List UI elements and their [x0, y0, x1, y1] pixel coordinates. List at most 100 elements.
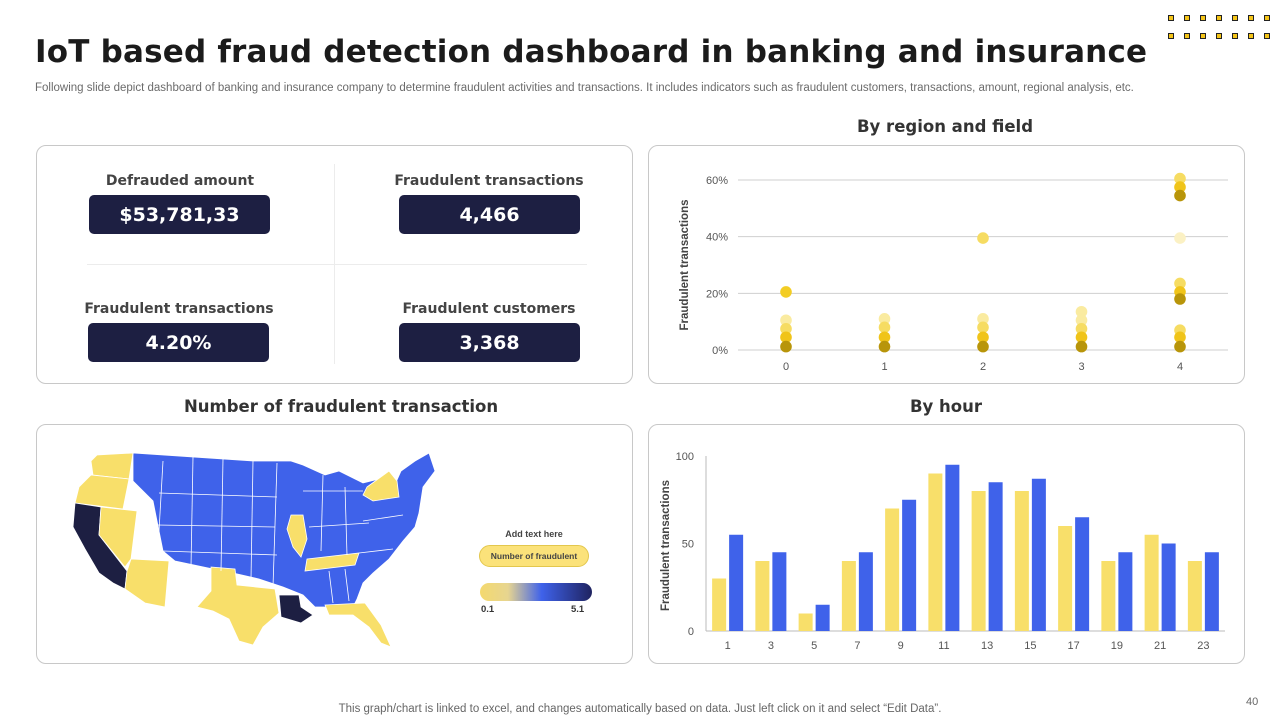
scatter-point	[780, 340, 792, 353]
decorative-dot	[1216, 15, 1222, 21]
scatter-point	[977, 232, 989, 244]
bar-x-tick: 13	[981, 640, 993, 652]
decorative-dot	[1216, 33, 1222, 39]
bar-series-1-bar	[798, 613, 813, 631]
map-state-new-york	[362, 470, 400, 502]
footer-note: This graph/chart is linked to excel, and…	[338, 703, 942, 715]
bar-series-2-bar	[1031, 478, 1046, 631]
kpi-value-defrauded-amount: $53,781,33	[89, 195, 270, 234]
bar-series-1-bar	[755, 561, 770, 631]
scatter-point	[1075, 340, 1088, 353]
bar-x-tick: 11	[938, 640, 949, 652]
kpi-label-defrauded-amount: Defrauded amount	[105, 173, 255, 189]
scatter-chart: 0% 20% 40% 60% 0 1 2 3 4 Fraudulent transactions	[679, 172, 1228, 373]
scatter-chart-title: By region and field	[856, 117, 1034, 136]
scatter-point	[1075, 305, 1088, 318]
map-state-texas	[196, 566, 280, 646]
scatter-x-tick: 1	[881, 361, 887, 373]
us-map-body	[132, 452, 436, 608]
scatter-y-tick: 20%	[706, 288, 728, 300]
bar-panel: 0 50 100 1 3 5 7 9 11 13 15 17 19 21 23 Fraudulent tran…	[648, 424, 1245, 664]
kpi-value-fraudulent-transactions: 4,466	[399, 195, 580, 234]
kpi-divider-horizontal	[87, 264, 587, 265]
scatter-point	[878, 340, 891, 353]
decorative-dot	[1232, 33, 1238, 39]
map-panel-title: Number of fraudulent transaction	[184, 397, 499, 416]
bar-x-tick: 15	[1024, 640, 1036, 652]
map-state-nevada	[98, 506, 138, 568]
bar-series-2-bar	[729, 534, 744, 631]
map-state-louisiana	[278, 594, 314, 624]
bar-chart-title: By hour	[909, 397, 983, 416]
scatter-point	[1075, 331, 1088, 344]
scatter-point	[977, 331, 989, 344]
bar-x-tick: 23	[1197, 640, 1209, 652]
map-state-illinois	[286, 514, 308, 558]
bar-series-2-bar	[902, 499, 917, 631]
bar-series-1-bar	[971, 491, 986, 631]
map-state-tennessee	[304, 552, 360, 572]
decorative-dots-icon	[1168, 15, 1270, 43]
bar-x-tick: 1	[725, 640, 731, 652]
scatter-panel: 0% 20% 40% 60% 0 1 2 3 4 Fraudulent transactions	[648, 145, 1245, 384]
bar-y-tick: 50	[682, 539, 694, 551]
bar-x-tick: 7	[854, 640, 860, 652]
scatter-point	[780, 314, 792, 327]
bar-series-1-bar	[1101, 561, 1116, 631]
scatter-y-axis-label: Fraudulent transactions	[679, 200, 691, 331]
bar-x-tick: 17	[1068, 640, 1080, 652]
bar-x-tick: 19	[1111, 640, 1123, 652]
bar-series-1-bar	[885, 508, 900, 631]
scatter-point	[780, 322, 792, 335]
decorative-dot	[1232, 15, 1238, 21]
bar-x-tick: 3	[768, 640, 774, 652]
bar-series-2-bar	[815, 604, 830, 631]
bar-series-1-bar	[1014, 491, 1029, 631]
scatter-point	[878, 313, 891, 325]
scatter-point	[1075, 322, 1088, 335]
bar-x-tick: 21	[1154, 640, 1166, 652]
decorative-dot	[1168, 15, 1174, 21]
scatter-point	[977, 321, 989, 334]
decorative-dot	[1200, 33, 1206, 39]
kpi-value-fraudulent-customers: 3,368	[399, 323, 580, 362]
scatter-point	[1174, 189, 1186, 202]
scatter-point	[1174, 293, 1186, 305]
bar-series-1-bar	[1187, 561, 1202, 631]
bar-series-2-bar	[772, 552, 787, 631]
page-title: IoT based fraud detection dashboard in b…	[35, 34, 1148, 70]
scatter-point	[977, 340, 989, 353]
decorative-dot	[1248, 33, 1254, 39]
bar-series-1-bar	[712, 578, 727, 631]
bar-series-2-bar	[1075, 517, 1090, 631]
kpi-label-fraudulent-transactions: Fraudulent transactions	[394, 173, 584, 189]
bar-series-2-bar	[858, 552, 873, 631]
bar-series-1-bar	[841, 561, 856, 631]
kpi-label-fraudulent-customers: Fraudulent customers	[402, 301, 576, 317]
map-state-washington	[90, 452, 134, 480]
scatter-y-tick: 40%	[706, 232, 728, 244]
map-legend-max: 5.1	[571, 604, 585, 615]
scatter-point	[780, 286, 792, 298]
map-color-scale	[480, 583, 592, 601]
scatter-point	[1174, 172, 1186, 185]
decorative-dot	[1248, 15, 1254, 21]
map-legend-pill: Number of fraudulent	[479, 545, 589, 567]
map-state-oregon	[74, 474, 130, 510]
bar-series-1-bar	[1058, 526, 1073, 631]
kpi-label-fraudulent-transactions-rate: Fraudulent transactions	[84, 301, 274, 317]
scatter-x-tick: 4	[1177, 361, 1183, 373]
scatter-x-tick: 0	[783, 361, 789, 373]
map-state-borders	[156, 456, 404, 604]
scatter-point	[878, 321, 891, 334]
bar-y-axis-label: Fraudulent transactions	[660, 480, 672, 611]
bar-y-tick: 100	[676, 451, 694, 463]
bar-series-2-bar	[945, 464, 960, 631]
map-panel: Add text here Number of fraudulent 0.1 5…	[36, 424, 633, 664]
scatter-point	[1174, 331, 1186, 344]
scatter-point	[780, 331, 792, 344]
decorative-dot	[1264, 15, 1270, 21]
scatter-x-tick: 3	[1078, 361, 1084, 373]
bar-y-tick: 0	[688, 626, 694, 638]
